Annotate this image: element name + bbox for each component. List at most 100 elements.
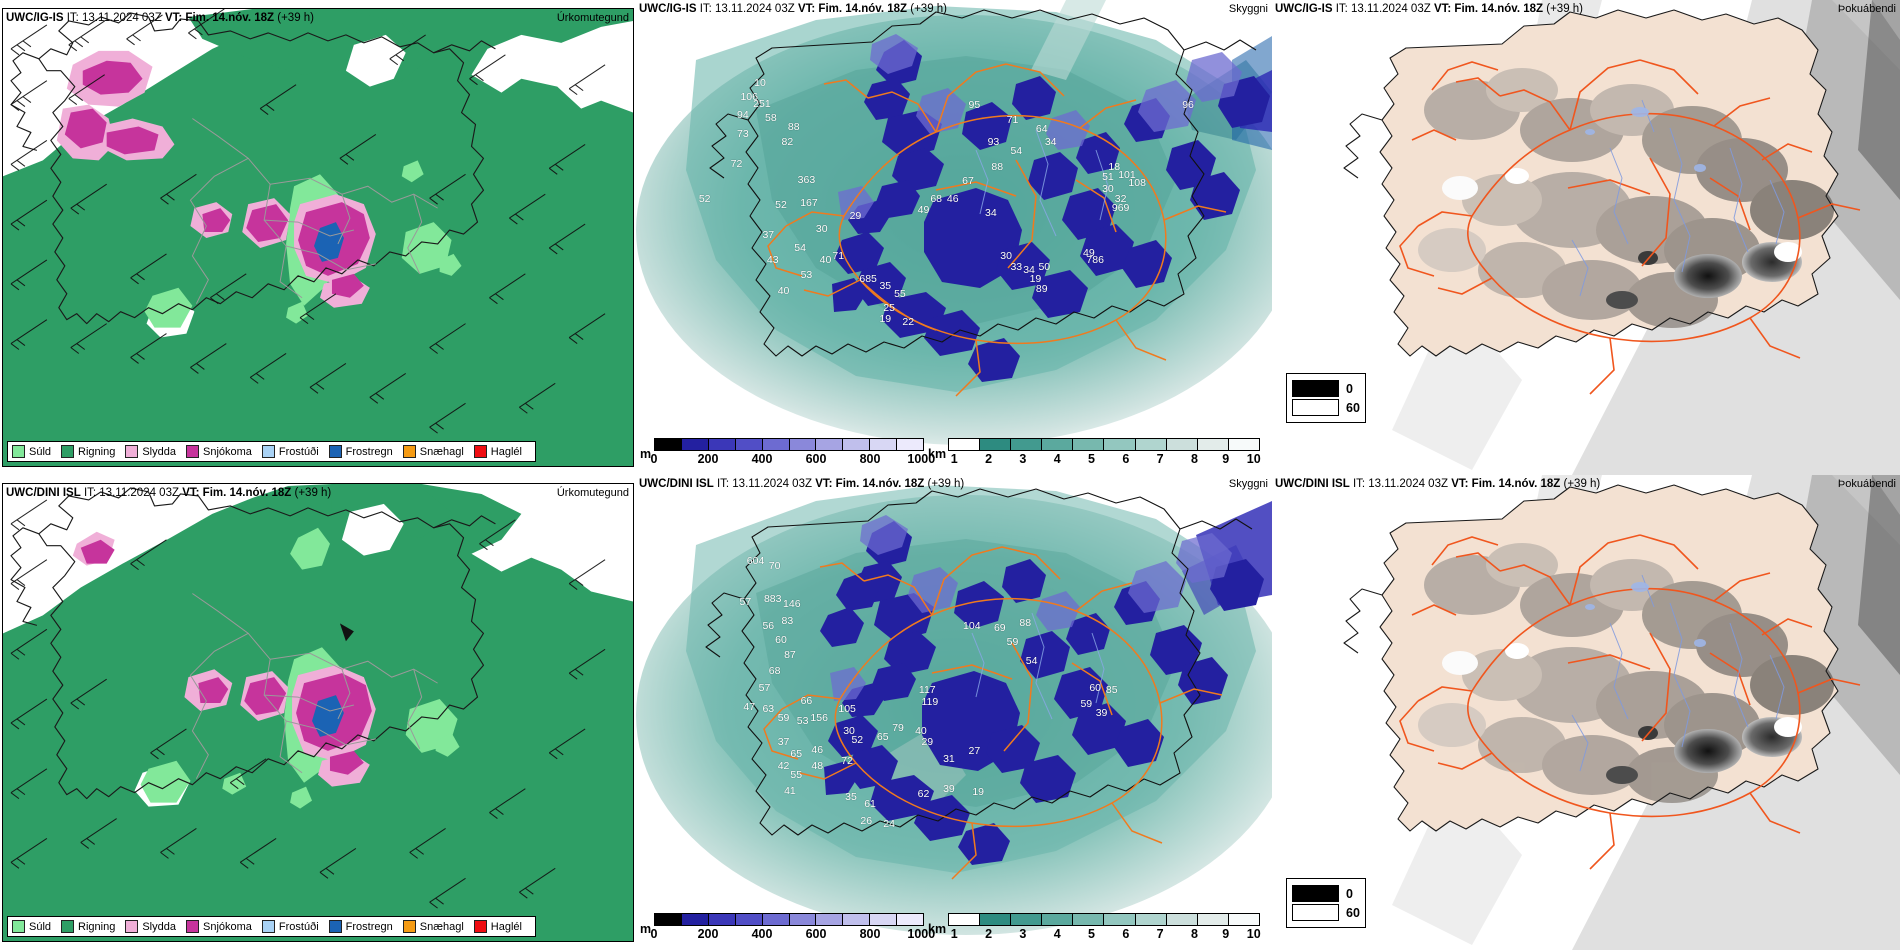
colorbar-meters-ticks: 0 200 400 600 800 1000	[650, 451, 936, 467]
panel-border: UWC/IG-IS IT: 13.11.2024 03Z VT: Fim. 14…	[1272, 0, 1900, 475]
fog-legend-label-0: 0	[1346, 886, 1353, 901]
tick-km-5: 5	[1088, 927, 1095, 941]
swatch-fog-0	[1292, 885, 1339, 902]
panel-visibility-igis[interactable]: 10 106 94 58 73 72 52 251 88 82 363 52 167 37 54 43 53 40…	[636, 0, 1272, 475]
legend-item-slydda: Slydda	[125, 920, 176, 933]
tick-km-1: 1	[950, 927, 958, 941]
fog-legend-row-60: 60	[1292, 399, 1360, 416]
tick-km-4: 4	[1053, 452, 1061, 466]
legend-item-suld: Súld	[12, 445, 51, 458]
colorbar-meters: 0 200 400 600 800 1000	[650, 438, 936, 467]
fog-map-dini-svg	[1272, 475, 1900, 950]
panel-border: UWC/IG-IS IT: 13.11.2024 03Z VT: Fim. 14…	[2, 8, 634, 467]
fog-map-dini[interactable]	[1272, 475, 1900, 950]
swatch-slydda	[125, 920, 139, 933]
swatch-snaehagl	[402, 445, 416, 458]
tick-m-1000: 1000	[907, 452, 936, 466]
precip-map-dini[interactable]	[3, 484, 633, 941]
swatch-rigning	[61, 445, 75, 458]
fog-legend-top: 0 60	[1286, 373, 1366, 423]
tick-km-9: 9	[1222, 927, 1230, 941]
colorbar-unit-km: km	[928, 447, 947, 461]
legend-label-snaehagl: Snæhagl	[419, 445, 464, 458]
colorbar-kilometers-strip	[948, 438, 1260, 451]
legend-item-suld: Súld	[12, 920, 51, 933]
swatch-snjokoma	[185, 445, 199, 458]
swatch-suld	[12, 920, 25, 933]
legend-item-rigning: Rigning	[61, 445, 115, 458]
legend-label-frostudi: Frostúði	[278, 445, 319, 458]
panel-fog-dini[interactable]: UWC/DINI ISL IT: 13.11.2024 03Z VT: Fim.…	[1272, 475, 1900, 950]
visibility-colorbars-top: m 0 200 400 600 800 1000	[636, 437, 1272, 475]
legend-label-snjokoma: Snjókoma	[202, 445, 252, 458]
precip-map-igis[interactable]	[3, 9, 633, 466]
legend-label-haglel: Haglél	[490, 920, 522, 933]
panel-visibility-dini[interactable]: 604 70 57 883 146 56 83 60 87 68 57 47 63 59 53 156 66 37…	[636, 475, 1272, 950]
swatch-haglel	[473, 445, 487, 458]
tick-km-8: 8	[1190, 927, 1198, 941]
tick-km-2: 2	[985, 927, 993, 941]
visibility-map-igis[interactable]	[636, 0, 1272, 475]
legend-label-slydda: Slydda	[142, 445, 176, 458]
legend-item-haglel: Haglél	[473, 445, 522, 458]
legend-item-frostudi: Frostúði	[261, 920, 319, 933]
panel-precip-type-igis[interactable]: UWC/IG-IS IT: 13.11.2024 03Z VT: Fim. 14…	[0, 0, 636, 475]
precip-map-svg	[3, 9, 633, 466]
legend-item-slydda: Slydda	[125, 445, 176, 458]
colorbar-kilometers: 1 2 3 4 5 6 7 8 9 10	[948, 438, 1261, 467]
legend-label-suld: Súld	[29, 920, 52, 933]
tick-km-3: 3	[1019, 452, 1027, 466]
swatch-snjokoma	[185, 920, 199, 933]
colorbar-unit-m: m	[640, 447, 652, 461]
fog-legend-label-60: 60	[1346, 905, 1360, 920]
panel-precip-type-dini[interactable]: UWC/DINI ISL IT: 13.11.2024 03Z VT: Fim.…	[0, 475, 636, 950]
legend-label-frostregn: Frostregn	[345, 920, 393, 933]
legend-label-frostudi: Frostúði	[278, 920, 319, 933]
fog-map-igis[interactable]	[1272, 0, 1900, 475]
colorbar-kilometers-ticks: 1 2 3 4 5 6 7 8 9 10	[948, 451, 1261, 467]
tick-m-600: 600	[805, 452, 827, 466]
precip-type-legend-bottom: Súld Rigning Slydda Snjókoma Frostúði	[7, 916, 536, 937]
legend-label-haglel: Haglél	[490, 445, 522, 458]
swatch-fog-60	[1292, 904, 1339, 921]
tick-km-10: 10	[1246, 452, 1261, 466]
tick-km-1: 1	[950, 452, 958, 466]
legend-label-rigning: Rigning	[78, 445, 116, 458]
tick-km-3: 3	[1019, 927, 1027, 941]
visibility-map-svg	[636, 0, 1272, 475]
tick-m-600: 600	[805, 927, 827, 941]
colorbar-meters-strip	[654, 438, 924, 451]
swatch-frostudi	[261, 920, 275, 933]
panel-border: 604 70 57 883 146 56 83 60 87 68 57 47 63 59 53 156 66 37…	[636, 475, 1272, 950]
tick-km-5: 5	[1088, 452, 1095, 466]
tick-km-2: 2	[985, 452, 993, 466]
fog-legend-label-60: 60	[1346, 400, 1360, 415]
colorbar-unit-km: km	[928, 922, 947, 936]
swatch-fog-0	[1292, 380, 1339, 397]
fog-legend-row-60: 60	[1292, 904, 1360, 921]
tick-m-0: 0	[650, 452, 658, 466]
swatch-frostregn	[328, 920, 342, 933]
swatch-frostudi	[261, 445, 275, 458]
legend-item-frostregn: Frostregn	[328, 445, 393, 458]
colorbar-kilometers-ticks: 1 2 3 4 5 6 7 8 9 10	[948, 926, 1261, 942]
panel-border: UWC/DINI ISL IT: 13.11.2024 03Z VT: Fim.…	[1272, 475, 1900, 950]
tick-km-7: 7	[1156, 452, 1164, 466]
colorbar-meters: 0 200 400 600 800 1000	[651, 913, 936, 942]
swatch-fog-60	[1292, 399, 1339, 416]
panel-fog-igis[interactable]: UWC/IG-IS IT: 13.11.2024 03Z VT: Fim. 14…	[1272, 0, 1900, 475]
fog-map-svg	[1272, 0, 1900, 475]
precip-map-dini-svg	[3, 484, 633, 941]
visibility-map-dini[interactable]	[636, 475, 1272, 950]
swatch-suld	[12, 445, 25, 458]
colorbar-meters-ticks: 0 200 400 600 800 1000	[651, 926, 936, 942]
tick-m-200: 200	[697, 927, 719, 941]
swatch-rigning	[61, 920, 75, 933]
colorbar-kilometers: 1 2 3 4 5 6 7 8 9 10	[948, 913, 1261, 942]
legend-item-snaehagl: Snæhagl	[402, 445, 464, 458]
panel-border: UWC/DINI ISL IT: 13.11.2024 03Z VT: Fim.…	[2, 483, 634, 942]
legend-label-snaehagl: Snæhagl	[419, 920, 464, 933]
fog-legend-label-0: 0	[1346, 381, 1353, 396]
legend-item-frostudi: Frostúði	[261, 445, 319, 458]
